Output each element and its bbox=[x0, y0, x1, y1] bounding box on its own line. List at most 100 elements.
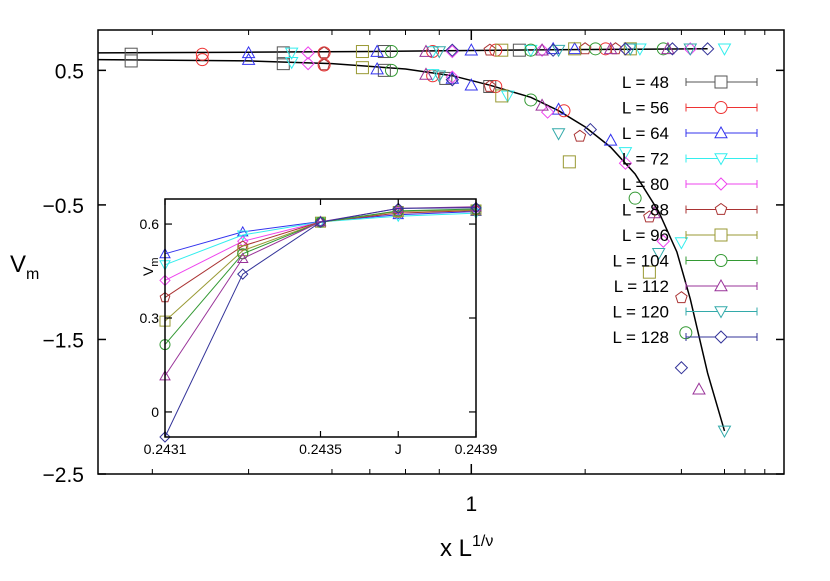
data-point bbox=[717, 43, 732, 56]
legend-label: L = 96 bbox=[622, 226, 669, 245]
series-L128 bbox=[445, 42, 715, 375]
data-point bbox=[445, 73, 459, 87]
data-point bbox=[439, 71, 453, 85]
data-point bbox=[445, 43, 459, 57]
data-point bbox=[524, 43, 538, 57]
data-point bbox=[628, 191, 642, 205]
inset-data-point bbox=[237, 268, 249, 280]
data-point bbox=[618, 156, 633, 170]
inset-data-point bbox=[314, 216, 327, 228]
inset-x-tick-label: J bbox=[395, 441, 402, 457]
data-point bbox=[717, 425, 732, 438]
legend-item: L = 48 bbox=[622, 73, 758, 92]
inset-plot: 0.2431 0.2435 J 0.2439 0.6 0.3 0 Vm bbox=[140, 198, 498, 457]
data-point bbox=[523, 44, 538, 58]
legend-item: L = 120 bbox=[612, 303, 758, 322]
main-x-axis-ticks: 1 bbox=[151, 30, 766, 516]
data-point bbox=[384, 63, 398, 77]
legend-marker-icon bbox=[714, 153, 728, 166]
legend-marker-icon bbox=[714, 278, 728, 292]
data-point bbox=[284, 56, 299, 70]
data-point bbox=[370, 44, 384, 57]
main-data-points bbox=[124, 41, 732, 438]
data-point bbox=[377, 63, 391, 77]
data-point bbox=[301, 56, 315, 71]
data-point bbox=[675, 291, 688, 304]
data-point bbox=[276, 57, 290, 71]
data-point bbox=[535, 43, 549, 56]
data-point bbox=[567, 41, 582, 55]
inset-y-tick-label: 0 bbox=[151, 404, 159, 420]
inset-data-point bbox=[392, 202, 404, 215]
legend-marker-icon bbox=[714, 101, 728, 114]
data-point bbox=[535, 98, 549, 111]
legend-item: L = 96 bbox=[622, 226, 758, 245]
data-point bbox=[674, 361, 689, 375]
data-point bbox=[495, 43, 509, 57]
data-point bbox=[700, 42, 715, 56]
data-point bbox=[464, 78, 479, 91]
y-tick-label: −2.5 bbox=[43, 464, 84, 487]
data-point bbox=[483, 43, 497, 56]
legend-marker-icon bbox=[714, 306, 728, 319]
data-point bbox=[355, 45, 369, 59]
inset-x-axis-ticks: 0.2431 0.2435 J 0.2439 bbox=[144, 199, 498, 457]
inset-y-axis-title: Vm bbox=[140, 257, 161, 276]
data-point bbox=[535, 43, 549, 57]
data-point bbox=[656, 234, 671, 248]
inset-series-L128 bbox=[159, 202, 482, 443]
main-x-axis-title: x L1/ν bbox=[440, 533, 493, 562]
data-point bbox=[301, 46, 315, 60]
data-point bbox=[284, 47, 299, 60]
data-point bbox=[124, 47, 138, 61]
legend-marker-icon bbox=[714, 125, 728, 139]
data-point bbox=[512, 43, 526, 57]
data-point bbox=[562, 155, 576, 169]
inset-data-point bbox=[236, 252, 249, 263]
legend-item: L = 72 bbox=[622, 150, 758, 169]
data-point bbox=[618, 42, 633, 56]
legend-label: L = 72 bbox=[622, 150, 669, 169]
legend-item: L = 88 bbox=[622, 201, 758, 220]
data-point bbox=[483, 79, 497, 92]
legend-item: L = 64 bbox=[622, 124, 758, 143]
inset-line bbox=[164, 207, 477, 438]
data-point bbox=[557, 104, 571, 118]
legend-marker-icon bbox=[714, 228, 728, 242]
legend-item: L = 104 bbox=[612, 252, 758, 271]
legend-label: L = 120 bbox=[612, 303, 669, 322]
legend-label: L = 64 bbox=[622, 124, 669, 143]
series-L112 bbox=[419, 41, 706, 395]
data-point bbox=[551, 102, 566, 115]
data-point bbox=[623, 43, 638, 56]
main-y-axis-title: Vm bbox=[10, 251, 39, 283]
y-tick-label: −1.5 bbox=[43, 329, 84, 352]
data-point bbox=[674, 237, 689, 250]
data-point bbox=[588, 42, 602, 56]
data-point bbox=[370, 61, 384, 75]
inset-data-point bbox=[236, 230, 249, 242]
y-tick-label: 0.5 bbox=[55, 60, 84, 83]
data-point bbox=[599, 42, 613, 56]
data-point bbox=[419, 44, 433, 57]
inset-series bbox=[159, 200, 482, 443]
main-plot-frame bbox=[97, 29, 785, 475]
legend: L = 48 L = 56 L = 64 L = 72 L = 80 L = 88 L = … bbox=[612, 73, 758, 347]
series-L64 bbox=[241, 41, 618, 146]
data-point bbox=[603, 41, 618, 55]
legend-label: L = 48 bbox=[622, 73, 669, 92]
data-point bbox=[551, 128, 566, 141]
legend-item: L = 80 bbox=[622, 175, 758, 194]
data-point bbox=[241, 52, 256, 65]
legend-item: L = 56 bbox=[622, 99, 758, 118]
inset-x-tick-label: 0.2435 bbox=[299, 441, 342, 457]
inset-data-point bbox=[237, 240, 249, 251]
legend-marker-icon bbox=[714, 254, 728, 267]
legend-item: L = 112 bbox=[614, 277, 758, 296]
data-point bbox=[464, 43, 479, 56]
inset-data-point bbox=[237, 245, 249, 257]
legend-marker-icon bbox=[714, 202, 728, 215]
data-point bbox=[317, 46, 331, 59]
data-point bbox=[573, 129, 587, 142]
